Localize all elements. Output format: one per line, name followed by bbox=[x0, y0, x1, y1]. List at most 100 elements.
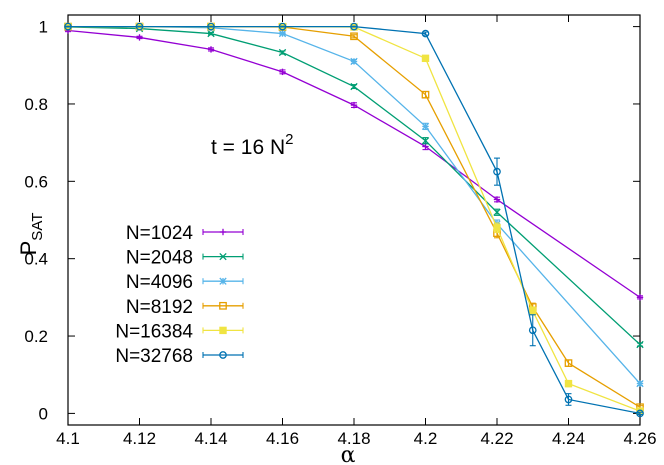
x-tick-label: 4.18 bbox=[337, 429, 370, 448]
legend-label: N=16384 bbox=[115, 321, 193, 342]
x-tick-label: 4.26 bbox=[623, 429, 656, 448]
y-tick-label: 1 bbox=[39, 18, 48, 37]
marker-circle bbox=[493, 167, 501, 176]
data-point bbox=[219, 252, 227, 261]
data-point bbox=[350, 22, 358, 31]
data-point bbox=[421, 54, 430, 63]
y-tick-label: 0.8 bbox=[24, 95, 48, 114]
data-point bbox=[493, 196, 501, 203]
legend-label: N=4096 bbox=[126, 272, 193, 293]
y-tick-label: 0.6 bbox=[24, 172, 48, 191]
marker-circle bbox=[350, 22, 358, 31]
legend-item: N=32768 bbox=[115, 346, 244, 367]
marker-cross-b bbox=[350, 82, 358, 91]
legend-label: N=1024 bbox=[126, 223, 194, 244]
legend-label: N=32768 bbox=[115, 346, 193, 367]
data-point bbox=[636, 340, 644, 349]
marker-star-b bbox=[636, 379, 644, 388]
data-point bbox=[564, 395, 573, 404]
annotation-superscript: 2 bbox=[285, 131, 293, 148]
marker-square bbox=[350, 32, 358, 41]
marker-cross-b bbox=[636, 340, 644, 349]
series-n-1024 bbox=[64, 27, 644, 301]
legend-item: N=8192 bbox=[126, 297, 244, 318]
y-axis-title: PSAT bbox=[16, 213, 46, 256]
marker-star-b bbox=[421, 122, 430, 131]
x-tick-label: 4.24 bbox=[552, 429, 585, 448]
marker-square bbox=[421, 90, 430, 99]
data-point bbox=[207, 22, 215, 31]
data-point bbox=[636, 379, 644, 388]
marker-cross-b bbox=[493, 208, 501, 216]
data-point bbox=[421, 29, 430, 38]
marker-cross-b bbox=[219, 252, 227, 261]
x-tick-label: 4.1 bbox=[56, 429, 80, 448]
marker-circle bbox=[207, 22, 215, 31]
data-point bbox=[278, 29, 287, 38]
x-tick-label: 4.22 bbox=[480, 429, 513, 448]
data-point bbox=[207, 46, 215, 53]
x-axis: 4.1 4.12 4.14 4.16 4.18 4.2 4.22 4.24 4.26 bbox=[56, 15, 657, 448]
legend-item: N=2048 bbox=[126, 248, 244, 269]
marker-star-b bbox=[350, 57, 358, 66]
data-point bbox=[278, 22, 287, 31]
data-point bbox=[350, 101, 358, 109]
data-point bbox=[350, 57, 358, 66]
data-point bbox=[422, 143, 429, 150]
marker-circle bbox=[421, 29, 430, 38]
marker-filled-square bbox=[219, 326, 227, 335]
legend-item: N=4096 bbox=[126, 272, 244, 293]
data-point bbox=[279, 68, 286, 76]
marker-filled-square bbox=[493, 224, 501, 232]
annotation-text: t = 16 N bbox=[211, 136, 285, 159]
y-tick-label: 0 bbox=[39, 404, 48, 423]
series-line bbox=[67, 29, 641, 298]
series-line bbox=[68, 25, 641, 415]
marker-star-b bbox=[278, 29, 287, 38]
data-point bbox=[493, 167, 501, 176]
marker-circle bbox=[278, 22, 287, 31]
y-tick-label: 0.4 bbox=[24, 250, 48, 269]
data-point bbox=[219, 301, 227, 310]
data-point bbox=[421, 122, 430, 131]
marker-square bbox=[219, 301, 227, 310]
y-axis-title-main: P bbox=[16, 241, 41, 256]
marker-circle bbox=[135, 22, 144, 31]
data-point bbox=[207, 29, 215, 38]
data-point bbox=[219, 228, 227, 236]
data-point bbox=[493, 224, 501, 232]
y-axis: 0 0.2 0.4 0.6 0.8 1 bbox=[24, 18, 640, 423]
data-point bbox=[421, 137, 430, 145]
data-point bbox=[564, 359, 573, 367]
data-point bbox=[350, 82, 358, 91]
legend-label: N=2048 bbox=[126, 248, 193, 269]
data-point bbox=[219, 277, 227, 285]
legend-item: N=16384 bbox=[115, 321, 244, 342]
marker-cross-b bbox=[421, 137, 430, 145]
series-layer bbox=[64, 22, 644, 418]
data-point bbox=[136, 34, 143, 41]
y-axis-title-subscript: SAT bbox=[29, 213, 46, 241]
marker-circle bbox=[219, 351, 227, 359]
x-tick-label: 4.2 bbox=[414, 429, 438, 448]
legend-item: N=1024 bbox=[126, 223, 244, 244]
x-tick-label: 4.14 bbox=[194, 429, 227, 448]
marker-cross-b bbox=[207, 29, 215, 38]
x-axis-title: α bbox=[341, 443, 356, 465]
x-tick-label: 4.16 bbox=[266, 429, 299, 448]
series-n-32768 bbox=[64, 22, 644, 418]
legend: N=1024 N=2048 N=4096 N=8192 N=16384 N=32768 bbox=[115, 223, 244, 367]
data-point bbox=[278, 48, 287, 57]
marker-cross-b bbox=[278, 48, 287, 57]
marker-square bbox=[564, 359, 573, 367]
y-tick-label: 0.2 bbox=[24, 327, 48, 346]
data-point bbox=[529, 307, 537, 315]
legend-label: N=8192 bbox=[126, 297, 193, 318]
marker-circle bbox=[564, 395, 573, 404]
data-point bbox=[636, 409, 644, 418]
data-point bbox=[135, 22, 144, 31]
data-point bbox=[564, 379, 573, 388]
marker-circle bbox=[528, 326, 537, 335]
data-point bbox=[350, 32, 358, 41]
